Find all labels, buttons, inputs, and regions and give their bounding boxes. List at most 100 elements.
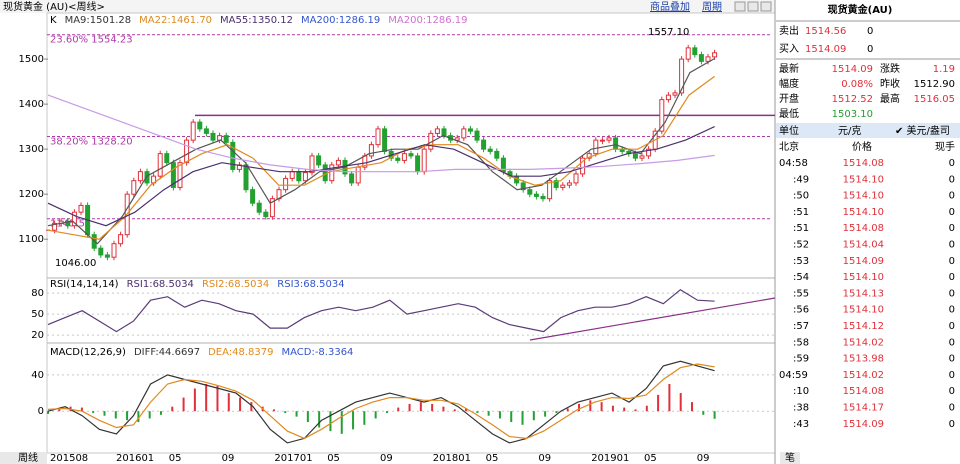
candle [566, 182, 572, 186]
legend-text: MA22:1461.70 [139, 15, 212, 26]
candle [223, 135, 229, 143]
link[interactable]: 周期 [702, 1, 722, 13]
quote-value: 1512.90 [914, 79, 955, 90]
candle [269, 198, 275, 218]
tick-price: 1514.10 [843, 207, 884, 218]
candle [665, 94, 671, 101]
tick-price: 1514.10 [843, 191, 884, 202]
quote-vol: 0 [867, 26, 873, 37]
candle [395, 157, 401, 161]
window-button[interactable] [747, 1, 759, 12]
rsi-line [47, 288, 715, 333]
legend-text: MA55:1350.12 [220, 15, 293, 26]
tick-time: :51 [793, 223, 809, 234]
candle [415, 155, 421, 173]
tick-volume: 0 [949, 354, 955, 365]
footer-tab[interactable]: 周线 [18, 451, 38, 464]
legend-text: MACD(12,26,9) [50, 347, 126, 358]
candle [157, 153, 163, 177]
x-tick-label: 05 [644, 453, 657, 464]
candle [540, 195, 546, 200]
y-tick-label: 80 [31, 288, 44, 299]
tick-price: 1514.02 [843, 337, 884, 348]
y-tick-label: 1300 [19, 144, 44, 155]
candle [613, 137, 619, 150]
candle [474, 130, 480, 141]
tick-price: 1514.10 [843, 174, 884, 185]
tick-volume: 0 [949, 223, 955, 234]
tick-time: :59 [793, 354, 809, 365]
candle [705, 56, 711, 62]
candle [230, 141, 236, 170]
ma-line [47, 126, 715, 227]
tick-time: :50 [793, 191, 809, 202]
quote-value: 1.19 [933, 64, 955, 75]
y-tick-label: 50 [31, 309, 44, 320]
candle [520, 182, 526, 191]
candle [560, 184, 566, 188]
footer-tab[interactable]: 笔 [785, 451, 795, 464]
unit-option[interactable]: 元/克 [838, 125, 861, 137]
tick-price: 1514.04 [843, 240, 884, 251]
tick-volume: 0 [949, 191, 955, 202]
tick-volume: 0 [949, 337, 955, 348]
candle [329, 164, 335, 182]
candle [659, 99, 665, 132]
candle [355, 166, 361, 184]
window-button[interactable] [734, 1, 746, 12]
candle [335, 159, 341, 166]
quote-field: 昨收 [880, 77, 900, 90]
candle [573, 173, 579, 184]
tick-time: :10 [793, 386, 809, 397]
footer-tab-bg [0, 452, 47, 464]
unit-option[interactable]: ✔ 美元/盎司 [895, 124, 950, 137]
candle [481, 139, 487, 150]
tick-price: 1513.98 [843, 354, 884, 365]
tick-price: 1514.10 [843, 305, 884, 316]
tick-volume: 0 [949, 240, 955, 251]
y-tick-label: 1200 [19, 189, 44, 200]
candle [679, 58, 685, 94]
candle [190, 121, 196, 141]
quote-value: 1503.10 [832, 109, 873, 120]
candle [375, 128, 381, 146]
legend-text: MA200:1286.19 [388, 15, 467, 26]
link[interactable]: 商品叠加 [650, 0, 690, 13]
tick-volume: 0 [949, 419, 955, 430]
candle [203, 128, 209, 134]
candle [296, 171, 302, 182]
tick-volume: 0 [949, 305, 955, 316]
candle [527, 189, 533, 195]
ma-line [47, 75, 715, 240]
candle [467, 128, 473, 132]
candle [71, 211, 77, 227]
tick-time: :38 [793, 403, 809, 414]
legend-text: RSI2:68.5034 [202, 279, 269, 290]
quote-price: 1514.09 [805, 44, 846, 55]
tick-time: :43 [793, 419, 809, 430]
y-tick-label: 0 [38, 406, 44, 417]
legend-text: DIFF:44.6697 [134, 347, 200, 358]
candle [494, 150, 500, 159]
candle [599, 139, 605, 142]
tick-volume: 0 [949, 207, 955, 218]
candle [368, 144, 374, 157]
x-tick-label: 09 [697, 453, 710, 464]
candle [177, 162, 183, 188]
candle [639, 155, 645, 159]
quote-price: 1514.56 [805, 26, 846, 37]
quote-field: 最高 [880, 92, 900, 105]
candle [302, 172, 308, 182]
candle [322, 164, 328, 182]
x-tick-label: 201901 [591, 453, 629, 464]
unit-label: 单位 [779, 124, 799, 137]
diff-line [47, 360, 715, 444]
window-button[interactable] [760, 1, 772, 12]
tick-volume: 0 [949, 321, 955, 332]
tick-price: 1514.10 [843, 272, 884, 283]
level-label: 1145.51 [50, 219, 91, 230]
x-tick-label: 09 [538, 453, 551, 464]
candle [184, 139, 190, 164]
tick-price: 1514.08 [843, 386, 884, 397]
